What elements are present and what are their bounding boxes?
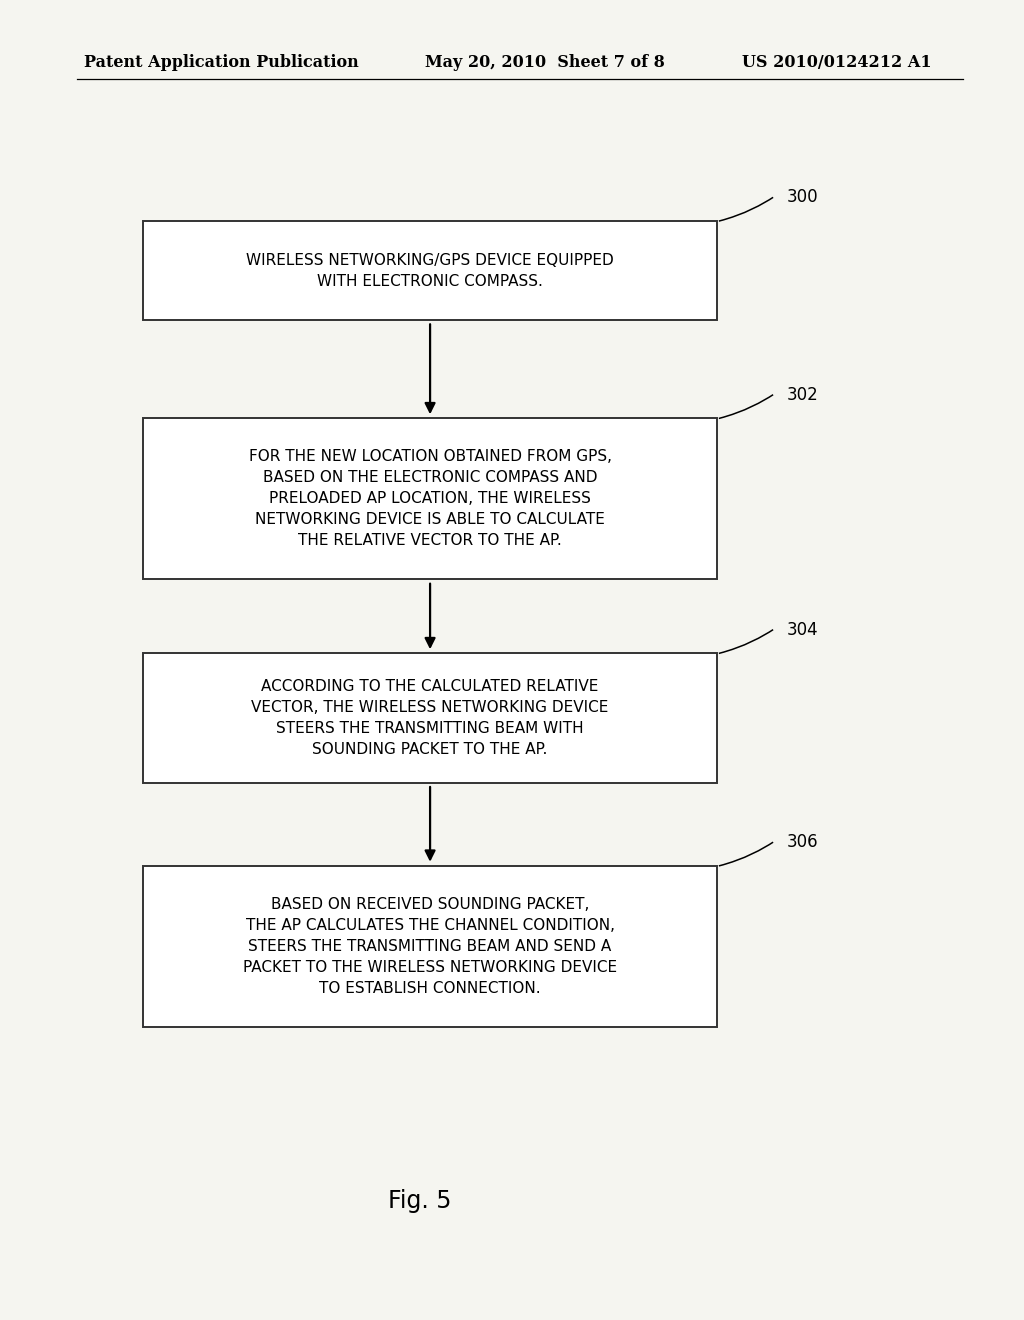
Text: WIRELESS NETWORKING/GPS DEVICE EQUIPPED
WITH ELECTRONIC COMPASS.: WIRELESS NETWORKING/GPS DEVICE EQUIPPED … <box>246 252 614 289</box>
Text: FOR THE NEW LOCATION OBTAINED FROM GPS,
BASED ON THE ELECTRONIC COMPASS AND
PREL: FOR THE NEW LOCATION OBTAINED FROM GPS, … <box>249 449 611 549</box>
Bar <box>143 653 717 783</box>
Text: 302: 302 <box>786 385 818 404</box>
Text: BASED ON RECEIVED SOUNDING PACKET,
THE AP CALCULATES THE CHANNEL CONDITION,
STEE: BASED ON RECEIVED SOUNDING PACKET, THE A… <box>243 898 617 997</box>
Text: ACCORDING TO THE CALCULATED RELATIVE
VECTOR, THE WIRELESS NETWORKING DEVICE
STEE: ACCORDING TO THE CALCULATED RELATIVE VEC… <box>252 678 608 758</box>
Text: Patent Application Publication: Patent Application Publication <box>84 54 358 70</box>
Text: 306: 306 <box>786 833 818 851</box>
Text: 300: 300 <box>786 189 818 206</box>
Text: May 20, 2010  Sheet 7 of 8: May 20, 2010 Sheet 7 of 8 <box>425 54 665 70</box>
Bar <box>143 220 717 319</box>
Text: Fig. 5: Fig. 5 <box>388 1189 452 1213</box>
Text: US 2010/0124212 A1: US 2010/0124212 A1 <box>742 54 932 70</box>
Bar <box>143 418 717 579</box>
Text: 304: 304 <box>786 620 818 639</box>
Bar <box>143 866 717 1027</box>
